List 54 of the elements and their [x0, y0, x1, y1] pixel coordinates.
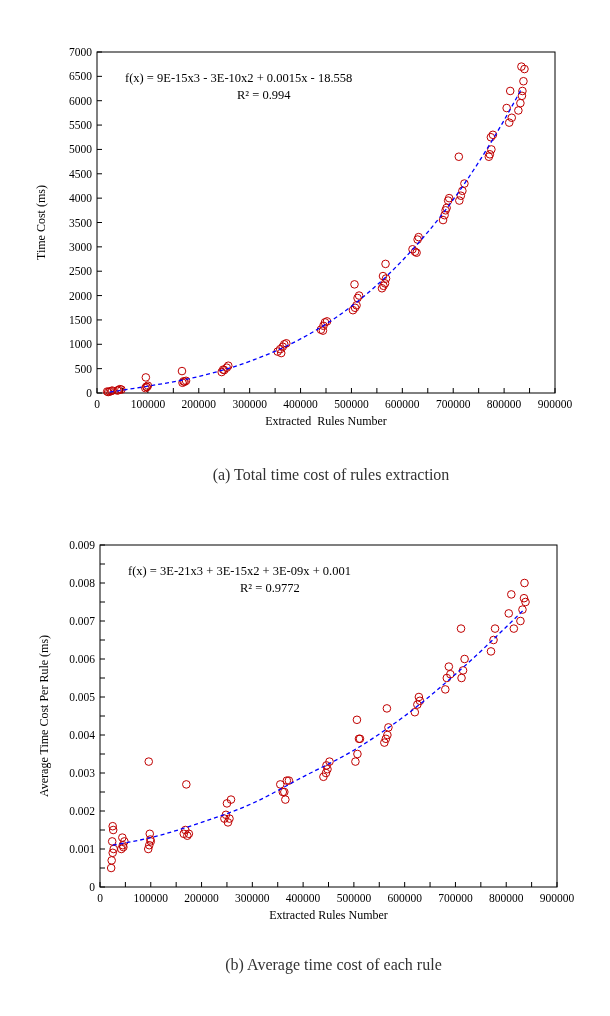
annotation: R² = 0.994 — [237, 88, 292, 102]
x-tick-label: 300000 — [235, 892, 270, 904]
y-tick-label: 0.006 — [69, 653, 96, 665]
y-tick-label: 7000 — [69, 46, 93, 58]
y-tick-label: 0.009 — [69, 539, 96, 551]
x-axis-title: Extracted Rules Number — [265, 414, 387, 428]
y-tick-label: 500 — [74, 362, 93, 375]
y-tick-label: 6000 — [69, 94, 93, 107]
y-tick-label: 6500 — [69, 70, 93, 83]
y-axis-title: Time Cost (ms) — [34, 185, 48, 260]
y-tick-label: 0.003 — [69, 767, 96, 779]
y-tick-label: 3000 — [69, 240, 93, 253]
x-tick-label: 0 — [97, 892, 104, 904]
x-tick-label: 900000 — [539, 892, 575, 904]
y-tick-label: 0 — [86, 387, 93, 399]
x-tick-label: 100000 — [133, 892, 169, 904]
y-tick-label: 0 — [89, 881, 96, 893]
y-tick-label: 2000 — [69, 289, 93, 302]
x-tick-label: 800000 — [488, 892, 524, 904]
y-tick-label: 1500 — [69, 313, 93, 326]
x-tick-label: 600000 — [385, 398, 420, 410]
x-tick-label: 500000 — [334, 398, 369, 410]
y-tick-label: 5000 — [69, 143, 93, 156]
y-tick-label: 1000 — [69, 338, 93, 351]
x-tick-label: 500000 — [336, 892, 372, 904]
x-tick-label: 400000 — [285, 892, 321, 904]
y-tick-label: 5500 — [69, 119, 93, 132]
y-tick-label: 2500 — [69, 265, 93, 278]
y-tick-label: 0.008 — [69, 577, 96, 589]
text: (a) Total time cost of rules extraction — [212, 466, 450, 484]
x-tick-label: 100000 — [130, 398, 166, 410]
x-tick-label: 200000 — [184, 892, 220, 904]
x-tick-label: 200000 — [181, 398, 217, 410]
x-tick-label: 800000 — [486, 398, 522, 410]
x-axis-title: Extracted Rules Number — [269, 908, 388, 922]
text: (b) Average time cost of each rule — [225, 956, 442, 974]
annotation: f(x) = 3E-21x3 + 3E-15x2 + 3E-09x + 0.001 — [128, 564, 351, 578]
x-tick-label: 400000 — [283, 398, 319, 410]
y-tick-label: 4500 — [69, 167, 93, 180]
y-axis-title: Average Time Cost Per Rule (ms) — [37, 634, 51, 798]
y-tick-label: 0.001 — [69, 843, 96, 855]
x-tick-label: 600000 — [387, 892, 423, 904]
y-tick-label: 0.004 — [69, 729, 96, 741]
x-tick-label: 300000 — [232, 398, 268, 410]
annotation: R² = 0.9772 — [240, 581, 300, 595]
y-tick-label: 3500 — [69, 216, 93, 229]
y-tick-label: 4000 — [69, 192, 93, 205]
y-tick-label: 0.005 — [69, 691, 96, 703]
x-tick-label: 700000 — [435, 398, 471, 410]
x-tick-label: 900000 — [537, 398, 573, 410]
x-tick-label: 700000 — [438, 892, 473, 904]
y-tick-label: 0.007 — [69, 615, 96, 627]
annotation: f(x) = 9E-15x3 - 3E-10x2 + 0.0015x - 18.558 — [125, 71, 353, 85]
y-tick-label: 0.002 — [69, 805, 96, 817]
